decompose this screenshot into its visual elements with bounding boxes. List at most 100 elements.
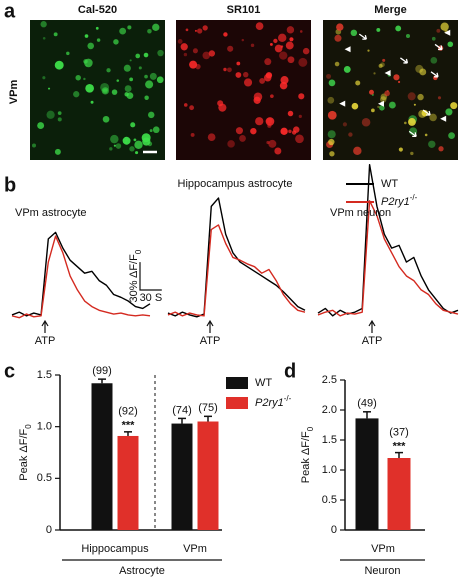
cell [75,74,81,81]
cell [141,133,151,143]
marker [344,46,351,53]
image-title: SR101 [227,4,261,16]
cell [417,93,424,101]
cell [367,49,370,52]
cell [152,126,160,134]
group-label: Neuron [364,565,400,577]
cell [113,144,116,147]
cell [450,102,458,110]
cell [382,58,386,62]
cell [415,64,424,73]
cell [116,79,120,82]
n-label: (49) [357,398,377,410]
y-tick-label: 0.5 [37,472,52,484]
cell [279,81,288,90]
cell [298,93,305,100]
y-tick-label: 1.0 [322,464,337,476]
legend-label-main: P2ry1 [255,397,284,409]
cell [259,78,266,84]
cell [393,74,400,81]
legend-label-main: WT [381,178,398,190]
cell [350,29,358,37]
cell [438,146,444,152]
trace-title: Hippocampus astrocyte [178,178,293,190]
image-title: Cal-520 [78,4,117,16]
cell [227,140,235,148]
cell [218,103,227,112]
cell [355,80,361,86]
n-label: (99) [92,365,112,377]
cell [298,57,308,67]
cell [144,95,149,100]
cell [419,68,427,76]
scale-bar-label-sub: 0 [134,249,143,254]
stimulus-label: ATP [362,335,383,347]
cell [85,64,88,67]
cell [273,38,278,44]
cell [152,23,160,31]
significance: *** [122,420,136,432]
marker [377,100,384,107]
y-tick-label: 0 [46,524,52,536]
cell [266,140,270,145]
cell [270,94,274,99]
y-axis-label-sub: 0 [306,426,315,431]
cell [145,80,154,89]
cell [413,103,416,106]
cell [404,121,407,125]
cell [255,22,264,30]
cell [177,39,183,44]
cell [266,117,273,124]
cell [267,123,272,128]
micrograph [323,20,458,160]
cell [328,138,335,146]
cell [376,27,381,32]
cell [287,110,294,117]
cell [388,101,396,109]
cell [31,143,37,148]
cell [110,134,119,144]
cell [327,130,336,139]
cell [235,127,243,135]
image-title: Merge [374,4,406,16]
cell [129,77,134,82]
trace [11,231,151,317]
cell [83,59,88,64]
cell [380,62,385,68]
legend-label: WT [255,377,272,389]
stimulus-arrow [368,319,376,333]
cell [265,117,275,126]
cell [424,133,428,137]
cell [73,91,80,98]
cell [223,67,227,72]
x-tick-label: VPm [183,543,207,555]
trace-title: VPm neuron [330,207,391,219]
legend-label-main: P2ry1 [381,196,410,208]
cell [227,45,234,52]
cell [202,25,208,31]
cell [334,61,340,67]
cell [327,96,335,104]
cell [180,43,188,51]
cell [87,42,95,50]
cell [207,133,216,142]
cell [407,92,416,101]
cell [123,64,131,72]
cell [126,92,134,100]
cell [134,140,143,150]
cell [448,132,455,140]
cell [223,32,228,37]
legend-label: WT [381,178,398,190]
cell [192,48,198,54]
legend-swatch [226,397,248,409]
cell [298,114,302,118]
cell [429,113,437,122]
y-tick-label: 1.5 [322,434,337,446]
cell [119,27,127,35]
cell [348,132,353,137]
group-label: Astrocyte [119,565,165,577]
panel-label: d [284,360,296,382]
cell [398,147,403,152]
cell [190,132,195,137]
cell [196,28,203,34]
